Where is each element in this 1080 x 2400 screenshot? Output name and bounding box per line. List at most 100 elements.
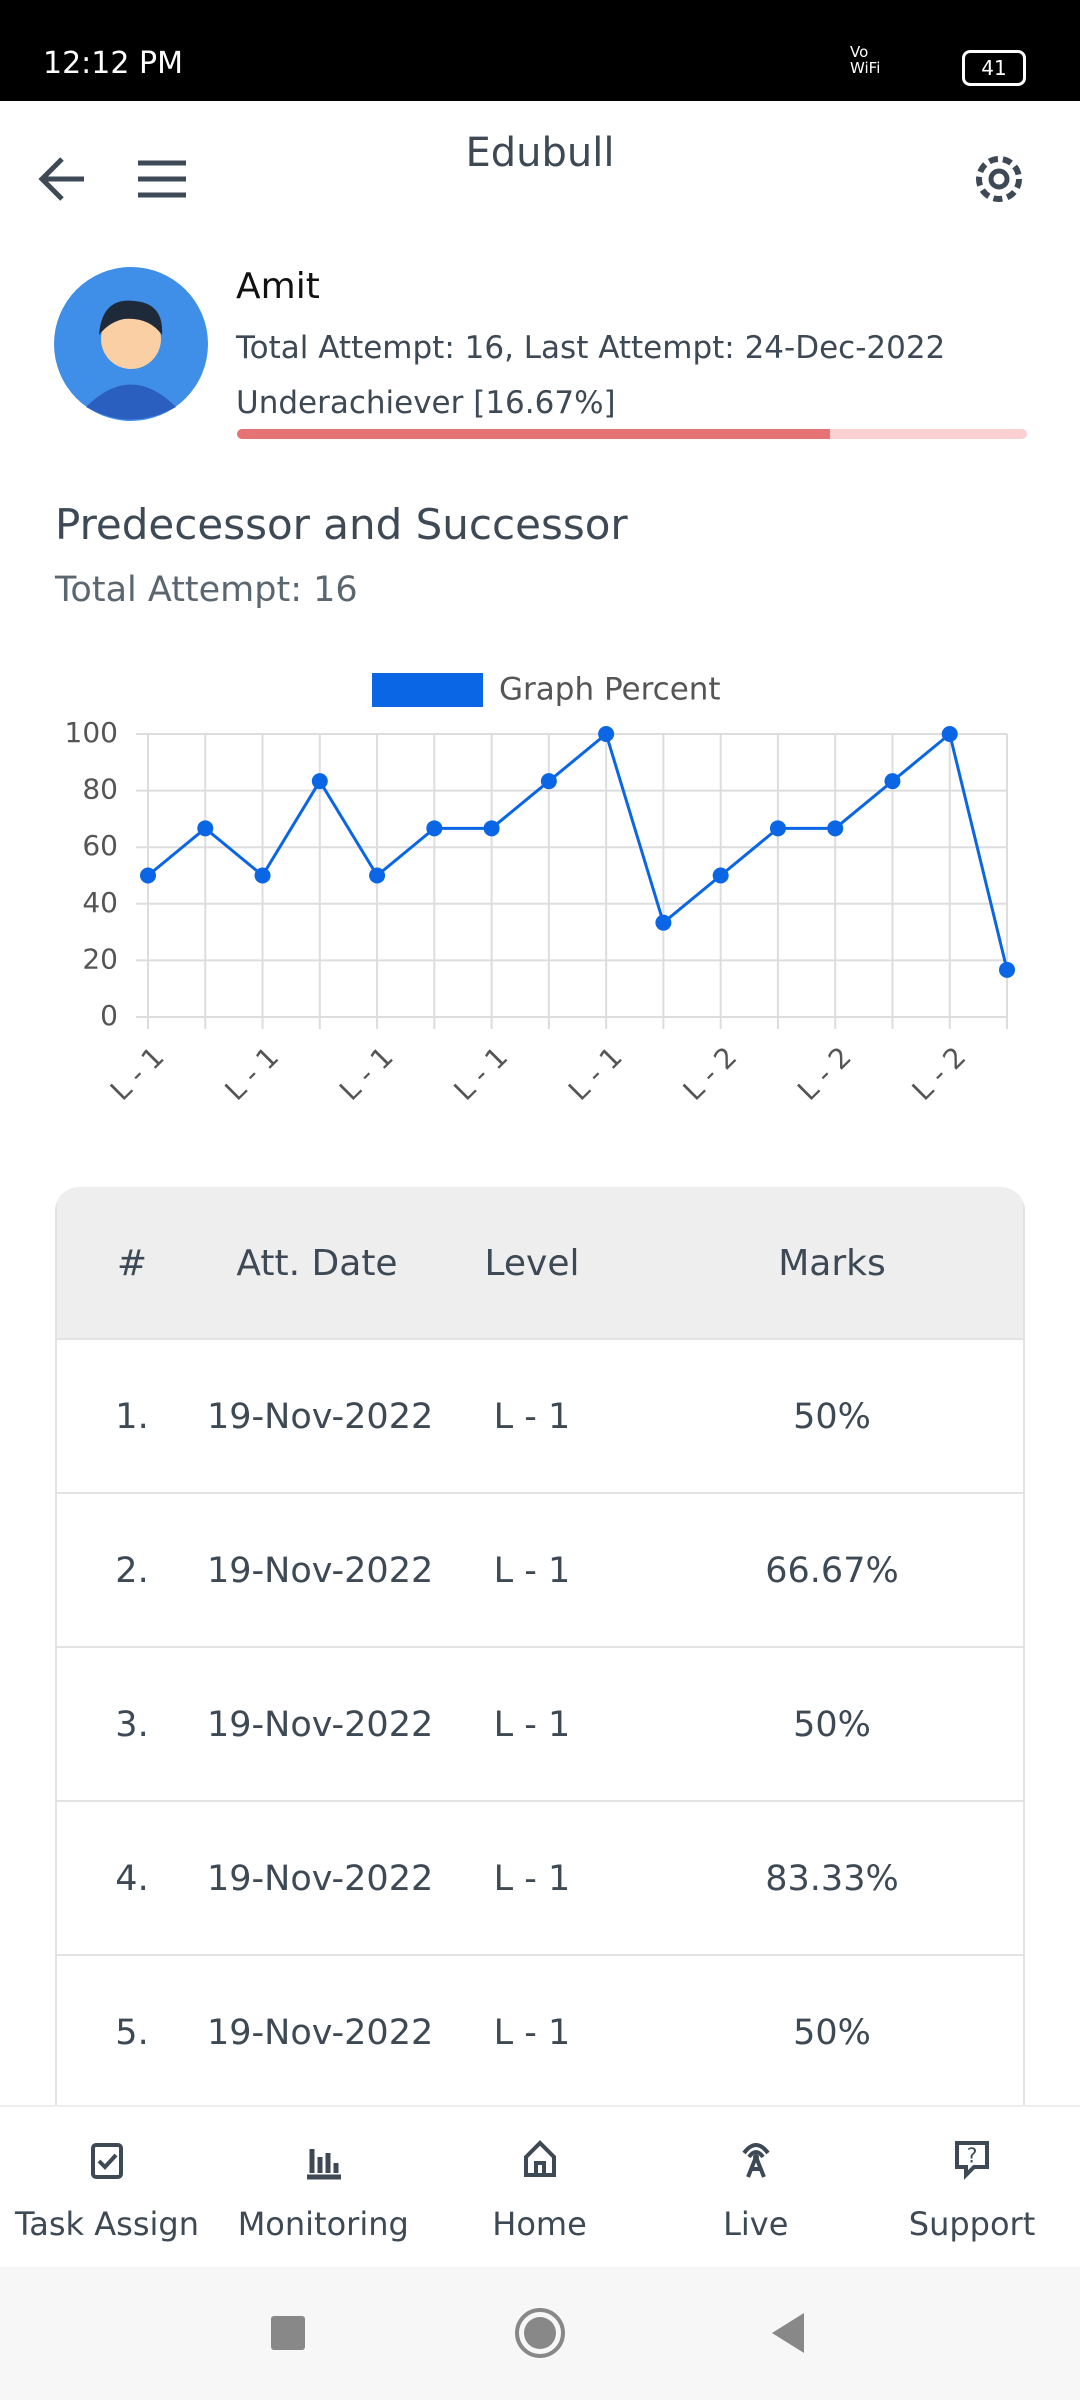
- attempt-info: Total Attempt: 16, Last Attempt: 24-Dec-…: [236, 330, 946, 366]
- table-cell: 4.: [115, 1859, 149, 1899]
- y-tick-label: 80: [82, 773, 118, 806]
- table-cell: 1.: [115, 1397, 149, 1437]
- table-cell: 19-Nov-2022: [207, 2013, 434, 2053]
- table-cell: 50%: [793, 2013, 871, 2053]
- x-tick-label: L - 1: [562, 1040, 629, 1107]
- battery: 41: [962, 50, 1026, 86]
- nav-label: Live: [723, 2205, 789, 2243]
- data-point: [712, 867, 729, 884]
- table-cell: 2.: [115, 1551, 149, 1591]
- data-point: [369, 867, 386, 884]
- x-tick-label: L - 1: [333, 1040, 400, 1107]
- nav-item[interactable]: Home: [432, 2107, 648, 2267]
- data-point: [941, 726, 958, 742]
- data-point: [884, 773, 901, 790]
- section-subtitle: Total Attempt: 16: [55, 570, 358, 610]
- table-cell: 5.: [115, 2013, 149, 2053]
- table-cell: 19-Nov-2022: [207, 1397, 434, 1437]
- legend-label: Graph Percent: [499, 672, 721, 708]
- network: Vo WiFi: [850, 43, 881, 77]
- home-button[interactable]: [515, 2308, 565, 2358]
- nav-icon: [91, 2143, 123, 2179]
- table-cell: 83.33%: [765, 1859, 899, 1899]
- table-cell: 50%: [793, 1705, 871, 1745]
- table-cell: 3.: [115, 1705, 149, 1745]
- app-title: Edubull: [465, 130, 615, 176]
- bottom-nav: Task Assign Monitoring Home Live? Support: [0, 2105, 1080, 2269]
- nav-item[interactable]: Task Assign: [0, 2107, 215, 2267]
- data-point: [827, 820, 844, 837]
- table-row: 2. 19-Nov-2022 L - 1 66.67%: [55, 1494, 1025, 1648]
- table-cell: 19-Nov-2022: [207, 1705, 434, 1745]
- table-cell: L - 1: [493, 1551, 571, 1591]
- nav-icon: [742, 2143, 770, 2178]
- data-point: [999, 961, 1015, 978]
- header-cell: Marks: [778, 1243, 886, 1284]
- data-point: [140, 867, 156, 884]
- y-tick-label: 40: [82, 886, 118, 919]
- header-cell: Level: [484, 1243, 580, 1284]
- nav-item[interactable]: ? Support: [864, 2107, 1080, 2267]
- y-tick-label: 20: [82, 942, 118, 975]
- system-nav: [0, 2267, 1080, 2400]
- y-tick-label: 60: [82, 829, 118, 862]
- nav-label: Support: [908, 2205, 1036, 2243]
- table-cell: L - 1: [493, 2013, 571, 2053]
- avatar: [54, 267, 208, 421]
- table-cell: L - 1: [493, 1705, 571, 1745]
- x-tick-label: L - 1: [448, 1040, 515, 1107]
- data-point: [254, 867, 271, 884]
- data-point: [311, 773, 328, 790]
- data-point: [426, 820, 443, 837]
- status-bar: 12:12 PM Vo WiFi 41: [0, 0, 1080, 101]
- table-cell: L - 1: [493, 1859, 571, 1899]
- x-tick-label: L - 2: [677, 1040, 744, 1107]
- back-system-button[interactable]: [772, 2313, 804, 2353]
- progress-track: [237, 429, 1027, 439]
- data-point: [769, 820, 786, 837]
- table-header: # Att. Date Level Marks: [55, 1187, 1025, 1340]
- menu-button[interactable]: [138, 160, 186, 198]
- header-cell: #: [116, 1243, 148, 1284]
- table-row: 5. 19-Nov-2022 L - 1 50%: [55, 1956, 1025, 2105]
- x-tick-label: L - 1: [218, 1040, 285, 1107]
- recents-button[interactable]: [271, 2316, 305, 2350]
- nav-icon: [307, 2149, 342, 2180]
- nav-label: Monitoring: [237, 2205, 409, 2243]
- data-point: [598, 726, 615, 742]
- nav-label: Home: [492, 2205, 587, 2243]
- nav-item[interactable]: Monitoring: [215, 2107, 431, 2267]
- data-point: [655, 914, 672, 931]
- table-cell: 66.67%: [765, 1551, 899, 1591]
- table-row: 3. 19-Nov-2022 L - 1 50%: [55, 1648, 1025, 1802]
- nav-icon: ?: [955, 2141, 989, 2180]
- table-row: 4. 19-Nov-2022 L - 1 83.33%: [55, 1802, 1025, 1956]
- student-name: Amit: [236, 266, 320, 307]
- table-cell: 50%: [793, 1397, 871, 1437]
- x-tick-label: L - 2: [791, 1040, 858, 1107]
- table-row: 1. 19-Nov-2022 L - 1 50%: [55, 1340, 1025, 1494]
- table-cell: 19-Nov-2022: [207, 1551, 434, 1591]
- table-cell: L - 1: [493, 1397, 571, 1437]
- time: 12:12 PM: [43, 46, 183, 81]
- settings-button[interactable]: [976, 156, 1022, 202]
- header-icons: [38, 156, 1022, 202]
- chart: Graph Percent 0 20 40 60 80 100 L - 1 L - 1 L - 1…: [65, 672, 1015, 1107]
- progress-fill: [237, 429, 830, 439]
- legend-swatch: [372, 673, 483, 707]
- back-button[interactable]: [38, 157, 84, 201]
- table-cell: 19-Nov-2022: [207, 1859, 434, 1899]
- nav-icon: [523, 2140, 556, 2177]
- data-point: [197, 820, 214, 837]
- performance-status: Underachiever [16.67%]: [236, 385, 616, 421]
- header-cell: Att. Date: [236, 1243, 398, 1284]
- section-title: Predecessor and Successor: [55, 500, 628, 549]
- y-tick-label: 0: [100, 999, 118, 1032]
- data-point: [540, 773, 557, 790]
- nav-item[interactable]: Live: [648, 2107, 864, 2267]
- y-tick-label: 100: [65, 716, 118, 749]
- data-line: [147, 731, 1009, 971]
- nav-label: Task Assign: [15, 2205, 199, 2243]
- attempts-table: # Att. Date Level Marks 1. 19-Nov-2022 L - 1 50…: [55, 1187, 1025, 2105]
